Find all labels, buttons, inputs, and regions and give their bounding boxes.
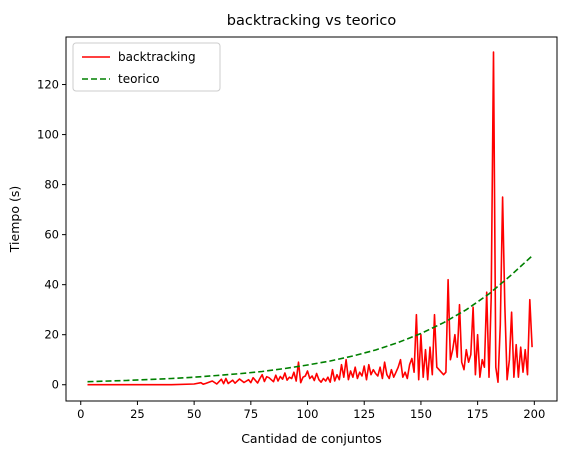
x-tick-label: 75 <box>244 407 259 421</box>
x-tick-label: 175 <box>467 407 489 421</box>
y-tick-label: 60 <box>44 228 59 242</box>
y-axis-label: Tiempo (s) <box>7 186 22 253</box>
y-tick-label: 80 <box>44 178 59 192</box>
legend-label-backtracking: backtracking <box>118 50 196 64</box>
x-tick-label: 100 <box>297 407 319 421</box>
x-axis-label: Cantidad de conjuntos <box>241 431 382 446</box>
series-line-backtracking <box>87 51 533 386</box>
plot-lines <box>87 51 533 386</box>
axis-ticks: 0 25 50 75 100 125 150 175 200 0 20 40 60 80 100 120 <box>37 78 545 421</box>
legend: backtracking teorico <box>72 42 221 92</box>
chart-title: backtracking vs teorico <box>227 13 397 29</box>
y-tick-label: 20 <box>44 328 59 342</box>
x-tick-label: 50 <box>187 407 202 421</box>
legend-label-teorico: teorico <box>118 72 160 86</box>
y-tick-label: 0 <box>52 378 59 392</box>
series-line-teorico <box>87 255 533 383</box>
plot-frame <box>65 36 558 402</box>
x-tick-label: 25 <box>130 407 145 421</box>
x-tick-label: 200 <box>523 407 545 421</box>
y-tick-label: 120 <box>37 78 59 92</box>
y-tick-label: 40 <box>44 278 59 292</box>
y-tick-label: 100 <box>37 128 59 142</box>
x-tick-label: 0 <box>77 407 84 421</box>
x-tick-label: 125 <box>353 407 375 421</box>
x-tick-label: 150 <box>410 407 432 421</box>
